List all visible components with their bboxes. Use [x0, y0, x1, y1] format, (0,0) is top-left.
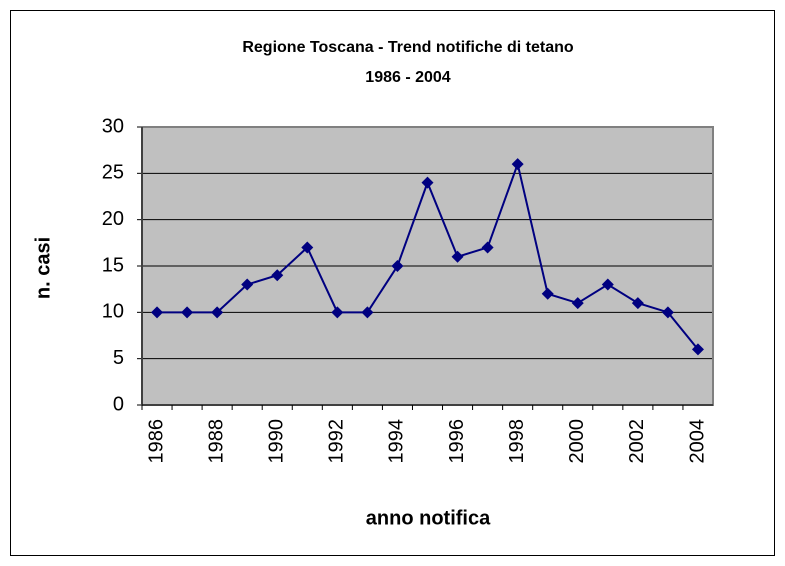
point-marker: [511, 158, 524, 171]
point-marker: [181, 306, 194, 319]
point-marker: [601, 278, 614, 291]
x-tick-label: 1998: [506, 419, 528, 464]
point-marker: [151, 306, 164, 319]
y-tick-label: 5: [113, 347, 124, 369]
point-marker: [541, 287, 554, 300]
point-marker: [661, 306, 674, 319]
x-axis-label: anno notifica: [366, 507, 491, 529]
point-marker: [271, 269, 284, 282]
point-marker: [421, 176, 434, 189]
x-tick-label: 1992: [326, 419, 348, 464]
y-axis-label: n. casi: [32, 237, 54, 299]
x-tick-label: 1994: [386, 419, 408, 464]
x-tick-label: 2004: [686, 419, 708, 464]
y-tick-label: 0: [113, 393, 124, 415]
point-marker: [481, 241, 494, 254]
point-marker: [391, 260, 404, 272]
point-marker: [361, 306, 374, 319]
y-tick-label: 30: [102, 115, 124, 137]
y-tick-label: 20: [102, 208, 124, 230]
point-marker: [301, 241, 314, 254]
point-marker: [211, 306, 224, 319]
x-tick-label: 1986: [145, 419, 167, 464]
x-tick-label: 1990: [266, 419, 288, 464]
x-tick-label: 1988: [205, 419, 227, 464]
y-tick-label: 10: [102, 301, 124, 323]
chart-subtitle: 1986 - 2004: [365, 69, 451, 86]
chart-title: Regione Toscana - Trend notifiche di tet…: [242, 39, 574, 56]
point-marker: [331, 306, 344, 319]
y-tick-label: 25: [102, 162, 124, 184]
point-marker: [241, 278, 254, 291]
point-marker: [451, 250, 464, 263]
point-marker: [631, 297, 644, 310]
point-marker: [691, 343, 704, 356]
point-marker: [571, 297, 584, 310]
x-tick-label: 1996: [446, 419, 468, 464]
y-tick-label: 15: [102, 254, 124, 276]
x-tick-label: 2002: [626, 419, 648, 464]
x-tick-label: 2000: [566, 419, 588, 464]
